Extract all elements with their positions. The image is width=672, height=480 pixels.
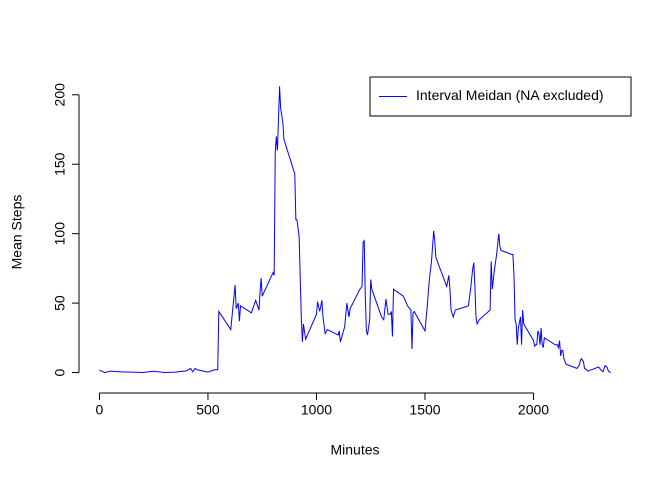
x-tick-label: 2000 xyxy=(518,402,549,418)
x-tick-label: 1000 xyxy=(301,402,332,418)
x-tick-label: 1500 xyxy=(409,402,440,418)
y-tick-label: 0 xyxy=(52,368,68,376)
y-axis-label: Mean Steps xyxy=(9,195,25,270)
legend-label: Interval Meidan (NA excluded) xyxy=(416,87,604,103)
x-tick-label: 0 xyxy=(96,402,104,418)
y-tick-label: 200 xyxy=(52,83,68,107)
y-tick-label: 50 xyxy=(52,295,68,311)
y-tick-label: 150 xyxy=(52,152,68,176)
y-tick-label: 100 xyxy=(52,222,68,246)
legend-box xyxy=(369,76,632,117)
x-tick-label: 500 xyxy=(196,402,220,418)
line-series xyxy=(99,86,611,374)
x-axis-label: Minutes xyxy=(330,442,379,458)
